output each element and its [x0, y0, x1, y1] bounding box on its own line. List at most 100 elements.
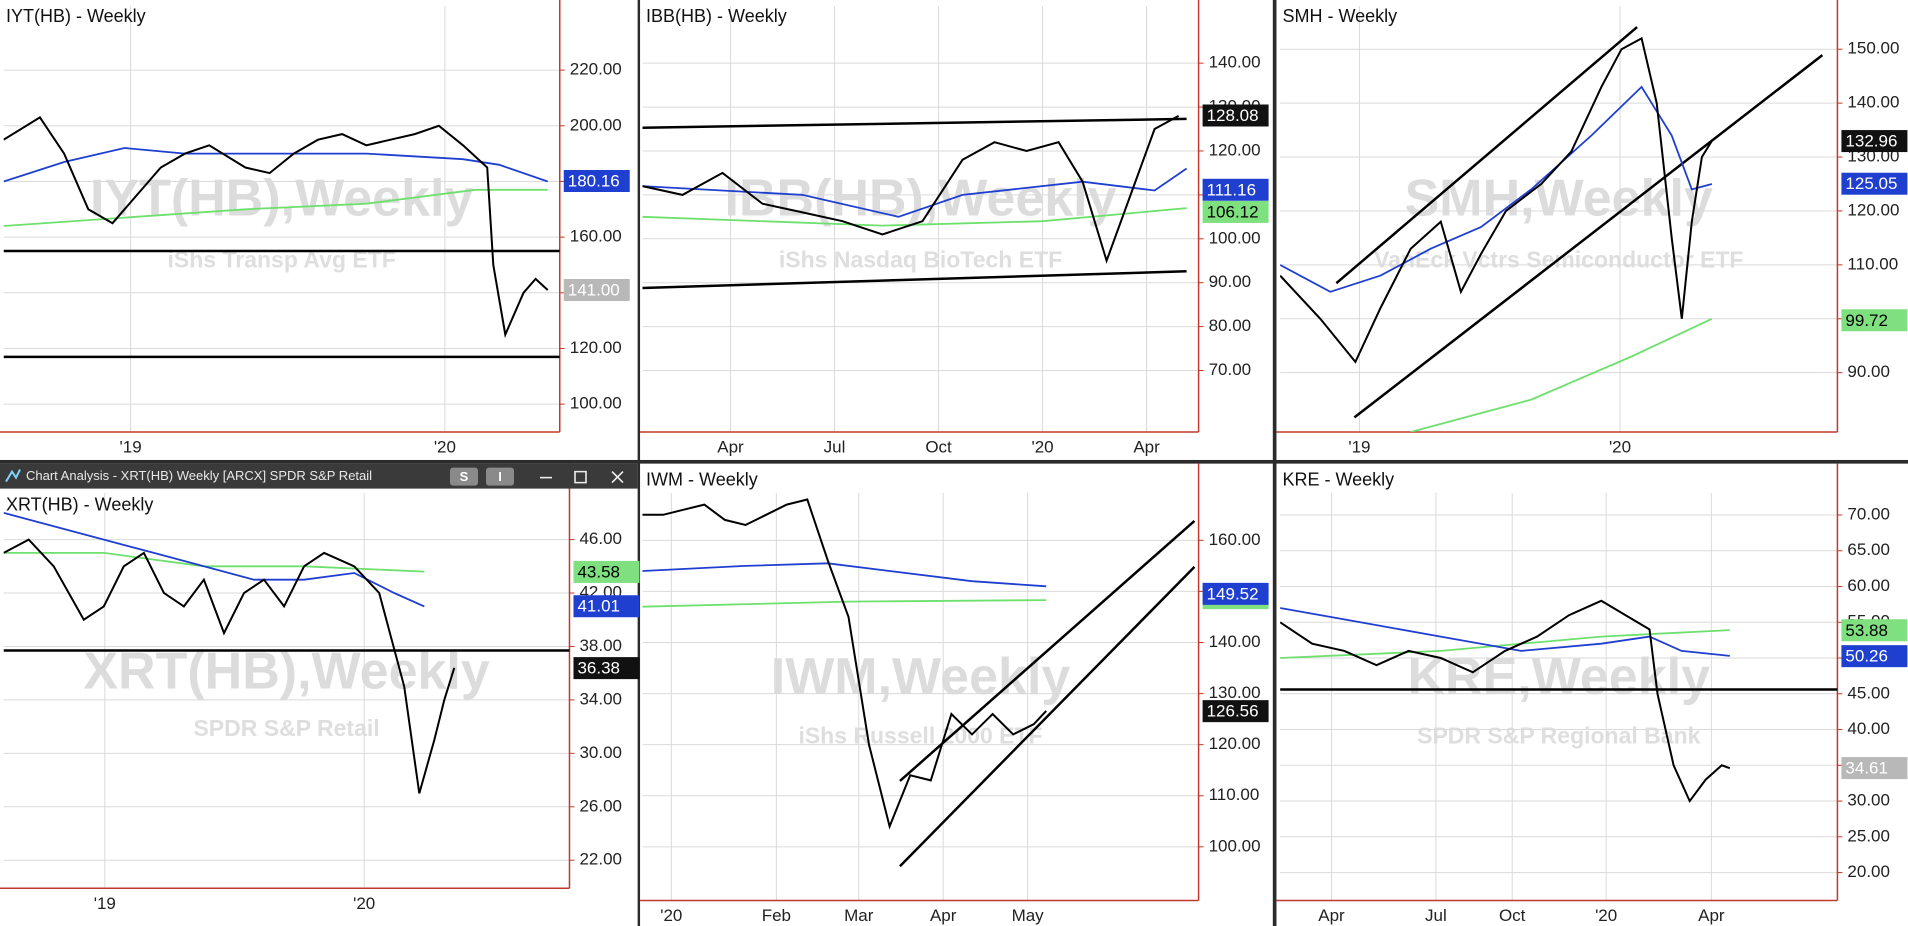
- price-tag-label: 149.52: [1207, 584, 1259, 603]
- x-tick-label: Apr: [717, 437, 744, 456]
- chart-panel: XRT(HB),Weekly SPDR S&P Retail 22.00 26.00 3…: [0, 463, 640, 926]
- y-tick-label: 150.00: [1847, 39, 1899, 58]
- y-tick-label: 100.00: [1209, 836, 1261, 855]
- y-tick-label: 30.00: [1847, 791, 1890, 810]
- price-tag: [1841, 619, 1908, 642]
- trend-line: [1353, 54, 1824, 419]
- y-tick-label: 140.00: [1847, 93, 1899, 112]
- series-line: [1410, 317, 1713, 432]
- y-tick-label: 100.00: [1209, 228, 1261, 247]
- window-bar: Chart Analysis - XRT(HB) Weekly [ARCX] S…: [0, 463, 638, 489]
- chart-title: KRE - Weekly: [1282, 469, 1394, 489]
- y-tick-label: 40.00: [1847, 719, 1890, 738]
- panel-background: [0, 0, 638, 460]
- y-tick-label: 46.00: [579, 529, 622, 548]
- y-tick-label: 90.00: [1847, 362, 1890, 381]
- y-tick-label: 110.00: [1209, 785, 1260, 804]
- watermark-subtitle: iShs Nasdaq BioTech ETF: [779, 247, 1062, 273]
- watermark: IYT(HB),Weekly: [90, 170, 473, 228]
- x-tick-label: '20: [660, 906, 682, 925]
- chart-title: XRT(HB) - Weekly: [6, 494, 153, 514]
- price-tag-label: 99.72: [1845, 311, 1888, 330]
- watermark-subtitle: SPDR S&P Regional Bank: [1417, 722, 1701, 748]
- window-close[interactable]: [611, 471, 624, 484]
- series-line: [642, 115, 1180, 264]
- plot: [3, 116, 560, 359]
- series-line: [1280, 599, 1731, 804]
- y-tick-label: 200.00: [570, 115, 622, 134]
- x-tick-label: '20: [1609, 437, 1631, 456]
- price-tag-label: 36.38: [577, 659, 620, 678]
- price-tag: [1202, 582, 1269, 605]
- y-tick-label: 30.00: [579, 743, 622, 762]
- price-tag-label: 128.08: [1207, 106, 1259, 125]
- y-tick-label: 100.00: [570, 394, 622, 413]
- panel-background: [1276, 0, 1908, 460]
- y-tick-label: 34.00: [579, 689, 622, 708]
- series-line: [1280, 85, 1713, 293]
- window-toggle[interactable]: [486, 467, 514, 486]
- x-tick-label: Apr: [930, 906, 957, 925]
- price-tag-label: 106.12: [1207, 202, 1259, 221]
- chart-title: IBB(HB) - Weekly: [646, 6, 787, 26]
- price-tag-label: 41.01: [577, 597, 620, 616]
- series-line: [642, 167, 1188, 218]
- y-tick-label: 140.00: [1209, 53, 1261, 72]
- plot: [3, 512, 570, 794]
- price-tag-label: 53.88: [1845, 621, 1888, 640]
- y-tick-label: 120.00: [570, 338, 622, 357]
- y-tick-label: 80.00: [1209, 316, 1252, 335]
- y-tick-label: 70.00: [1847, 504, 1890, 523]
- y-tick-label: 70.00: [1209, 360, 1252, 379]
- price-tag-label: 132.96: [1845, 132, 1897, 151]
- watermark-subtitle: iShs Russell 2000 ETF: [798, 722, 1042, 748]
- app-icon: [5, 469, 21, 483]
- price-tag: [1202, 200, 1269, 223]
- y-tick-label: 65.00: [1847, 540, 1890, 559]
- series-line: [642, 562, 1047, 588]
- price-tag: [1841, 130, 1908, 153]
- price-tag: [1841, 645, 1908, 668]
- window-bar-bg: [0, 463, 638, 489]
- price-tag: [563, 170, 630, 193]
- chart-panel: SMH,WeeklyVanEck Vctrs Semiconductor ETF…: [1276, 0, 1908, 460]
- watermark: IWM,Weekly: [771, 648, 1071, 706]
- watermark: KRE,Weekly: [1408, 648, 1711, 706]
- price-tag-label: 125.05: [1845, 174, 1897, 193]
- price-tag: [1841, 309, 1908, 332]
- window-maximize[interactable]: [574, 470, 587, 484]
- chart-panel: IWM,Weekly iShs Russell 2000 ETF 100.00 110…: [640, 463, 1273, 926]
- y-tick-label: 26.00: [579, 796, 622, 815]
- chart-panel: KRE,Weekly SPDR S&P Regional Bank 20.00 25.…: [1276, 463, 1908, 926]
- y-tick-label: 38.00: [579, 636, 622, 655]
- x-tick-label: '20: [1595, 906, 1617, 925]
- plot: [642, 498, 1196, 868]
- y-tick-label: 140.00: [1209, 632, 1261, 651]
- price-tag-label: 43.58: [577, 562, 620, 581]
- series-line: [3, 512, 425, 608]
- price-tag-label: 180.16: [568, 171, 620, 190]
- panel-background: [1276, 463, 1908, 926]
- x-tick-label: Oct: [1499, 906, 1526, 925]
- x-tick-label: '20: [353, 894, 375, 913]
- series-line: [3, 538, 456, 794]
- trend-line: [899, 566, 1196, 868]
- x-tick-label: May: [1012, 906, 1045, 925]
- window-toggle[interactable]: [450, 467, 478, 486]
- price-tag: [1202, 104, 1269, 127]
- price-tag-label: 50.26: [1845, 647, 1888, 666]
- x-tick-label: Apr: [1133, 437, 1160, 456]
- y-tick-label: 25.00: [1847, 826, 1890, 845]
- x-tick-label: Oct: [925, 437, 952, 456]
- price-tag: [573, 657, 640, 680]
- x-tick-label: '20: [434, 437, 456, 456]
- window-toggle-label: I: [498, 469, 502, 484]
- y-tick-label: 120.00: [1209, 140, 1261, 159]
- y-tick-label: 90.00: [1209, 272, 1252, 291]
- series-line: [642, 599, 1047, 608]
- chart-title: IYT(HB) - Weekly: [6, 6, 146, 26]
- window-toggle-label: S: [460, 469, 469, 484]
- x-tick-label: '20: [1031, 437, 1053, 456]
